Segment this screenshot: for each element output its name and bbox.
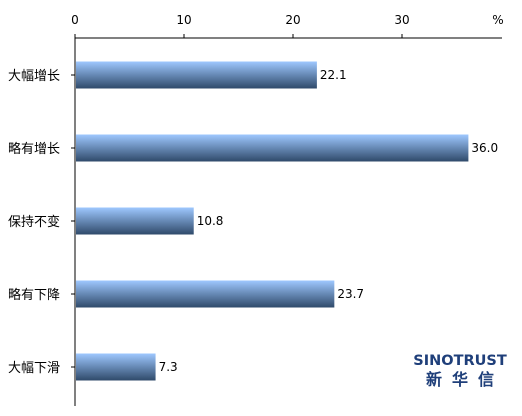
- sinotrust-logo: SINOTRUST 新华信: [410, 353, 510, 390]
- logo-text-en: SINOTRUST: [413, 353, 507, 369]
- bar: [76, 280, 335, 308]
- x-tick-label: 10: [176, 13, 191, 27]
- value-label: 10.8: [197, 214, 224, 228]
- value-label: 23.7: [337, 287, 364, 301]
- logo-text-zh: 新华信: [425, 370, 504, 389]
- bar: [76, 207, 194, 235]
- x-tick-label: 20: [285, 13, 300, 27]
- value-label: 36.0: [471, 141, 498, 155]
- bars: 大幅增长 22.1 略有增长 36.0 保持不变 10.8 略有下降 23.7 大幅下滑 7.3: [8, 61, 498, 381]
- x-tick-label: 30: [394, 13, 409, 27]
- category-label: 保持不变: [8, 214, 60, 230]
- bar: [76, 353, 156, 381]
- category-label: 大幅下滑: [8, 361, 60, 376]
- category-label: 略有下降: [8, 287, 60, 303]
- x-unit-label: %: [492, 13, 503, 27]
- x-tick-label: 0: [71, 13, 79, 27]
- value-label: 7.3: [159, 360, 178, 374]
- bar: [76, 134, 469, 162]
- x-ticks: 0 10 20 30: [71, 13, 410, 38]
- category-label: 大幅增长: [8, 69, 60, 84]
- bar: [76, 61, 317, 89]
- value-label: 22.1: [320, 68, 347, 82]
- category-label: 略有增长: [8, 141, 60, 157]
